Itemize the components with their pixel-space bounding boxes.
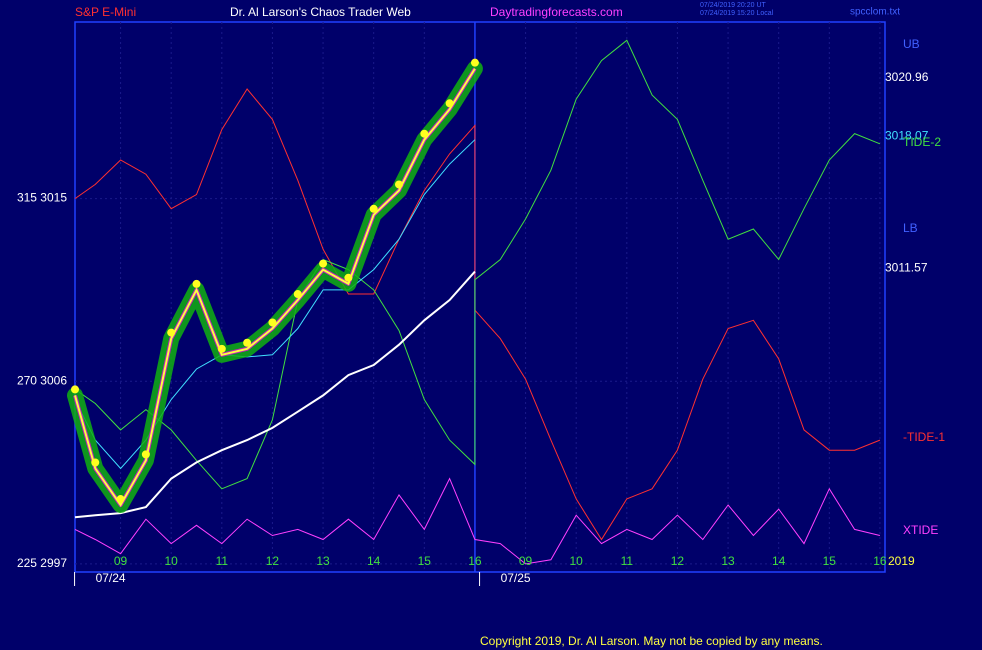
series-line [74,139,476,470]
price-dot [420,129,429,138]
file-name: spcclom.txt [850,7,900,18]
x-tick-label: 13 [721,554,735,568]
site-title: Dr. Al Larson's Chaos Trader Web [230,5,411,19]
x-tick-label: 10 [165,554,179,568]
price-dot [470,58,479,67]
date-label: 07/24 [96,571,126,585]
labels: 225 2997 270 3006 315 3015 09 10 11 12 13 14 15 16… [17,37,945,585]
price-dot [91,458,100,467]
x-tick-label: 12 [266,554,280,568]
time-local: 07/24/2019 15:20 Local [700,10,774,17]
x-tick-label: 11 [216,554,229,568]
site-url: Daytradingforecasts.com [490,5,623,19]
x-tick-label: 10 [570,554,584,568]
price-dot [319,259,328,268]
price-dot [167,328,176,337]
price-label: 3020.96 [885,70,929,84]
price-dot [293,290,302,299]
grid [74,22,885,586]
price-dot [445,99,454,108]
instrument: S&P E-Mini [75,5,136,19]
annotation: TIDE-2 [903,135,941,149]
series-line [74,39,881,490]
series-line [74,88,881,541]
x-tick-label: 16 [468,554,482,568]
price-dot [243,338,252,347]
series-line [74,270,476,519]
price-dot [192,279,201,288]
plot-frame [74,21,886,573]
date-label: 07/25 [501,571,531,585]
price-dot [71,385,79,394]
x-tick-label: 16 [873,554,887,568]
x-tick-label: 14 [772,554,786,568]
x-tick-label: 14 [367,554,381,568]
price-dot [395,180,403,189]
x-tick-label: 13 [316,554,330,568]
price-dot [268,318,277,327]
y-tick-label: 315 3015 [17,191,67,205]
time-ut: 07/24/2019 20:20 UT [700,2,766,9]
price-dot [344,273,353,282]
price-dot [116,495,125,504]
price-label: 3018.07 [885,128,929,142]
annotation: XTIDE [903,523,938,537]
annotation: LB [903,221,918,235]
price-dot [141,450,150,459]
copyright: Copyright 2019, Dr. Al Larson. May not b… [480,634,823,648]
x-tick-label: 12 [671,554,685,568]
y-tick-label: 225 2997 [17,556,67,570]
series-line [74,68,476,507]
annotation: UB [903,37,920,51]
x-tick-label: 09 [519,554,533,568]
y-tick-label: 270 3006 [17,373,67,387]
annotation: 2019 [888,554,915,568]
price-dot [217,344,226,353]
series-line [74,477,881,565]
x-tick-label: 15 [418,554,432,568]
annotation: -TIDE-1 [903,430,945,444]
price-dot [369,204,378,213]
price-label: 3011.57 [885,260,928,274]
lines [67,39,881,565]
x-tick-label: 11 [621,554,634,568]
x-tick-label: 15 [823,554,837,568]
x-tick-label: 09 [114,554,128,568]
